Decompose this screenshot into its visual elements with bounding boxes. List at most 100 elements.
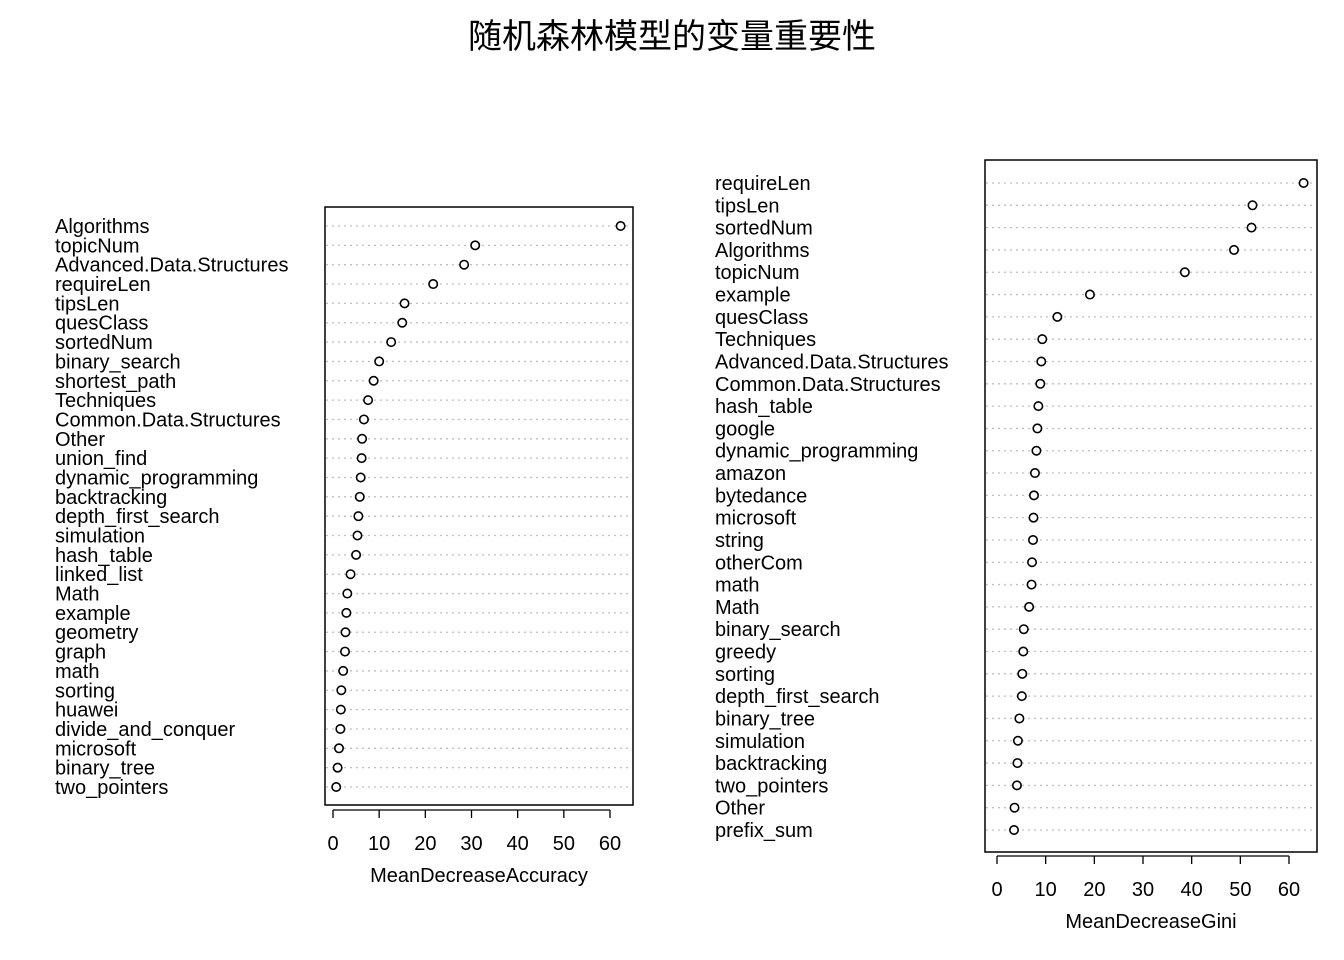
gini-variable-label: tipsLen — [715, 195, 780, 217]
acc-variable-label: Techniques — [55, 390, 156, 412]
acc-point — [340, 646, 351, 657]
acc-variable-label: geometry — [55, 622, 138, 644]
gini-variable-label: quesClass — [715, 307, 808, 329]
acc-point — [331, 781, 342, 792]
acc-point — [341, 607, 352, 618]
gini-variable-label: simulation — [715, 731, 805, 753]
acc-x-axis-title: MeanDecreaseAccuracy — [370, 865, 588, 887]
gini-tick-label: 0 — [991, 879, 1002, 901]
gini-variable-label: sorting — [715, 664, 775, 686]
acc-tick-label: 10 — [368, 833, 390, 855]
acc-point — [615, 221, 626, 232]
acc-point — [470, 240, 481, 251]
acc-variable-label: quesClass — [55, 313, 148, 335]
acc-variable-label: microsoft — [55, 738, 137, 760]
gini-variable-label: backtracking — [715, 753, 827, 775]
gini-point — [1052, 311, 1063, 322]
gini-variable-label: math — [715, 575, 759, 597]
gini-point — [1028, 490, 1039, 501]
gini-tick-label: 40 — [1181, 879, 1203, 901]
gini-variable-label: Techniques — [715, 329, 816, 351]
gini-variable-label: dynamic_programming — [715, 441, 918, 463]
gini-plot-frame — [984, 159, 1318, 853]
acc-point — [342, 588, 353, 599]
gini-variable-label: Algorithms — [715, 240, 809, 262]
acc-point — [336, 685, 347, 696]
acc-point — [354, 491, 365, 502]
acc-variable-label: Other — [55, 429, 105, 451]
gini-point — [1036, 356, 1047, 367]
acc-point — [335, 723, 346, 734]
acc-tick-label: 60 — [599, 833, 621, 855]
acc-tick-label: 30 — [460, 833, 482, 855]
gini-point — [1024, 601, 1035, 612]
gini-point — [1009, 802, 1020, 813]
gini-point — [1009, 824, 1020, 835]
accuracy-panel: AlgorithmstopicNumAdvanced.Data.Structur… — [55, 206, 634, 887]
gini-variable-label: binary_search — [715, 619, 841, 641]
gini-point — [1033, 401, 1044, 412]
gini-point — [1035, 378, 1046, 389]
gini-variable-label: depth_first_search — [715, 686, 880, 708]
gini-variable-label: requireLen — [715, 173, 811, 195]
gini-point — [1298, 178, 1309, 189]
acc-variable-label: shortest_path — [55, 371, 176, 393]
gini-variable-label: prefix_sum — [715, 820, 813, 842]
acc-point — [355, 472, 366, 483]
gini-variable-label: two_pointers — [715, 775, 828, 797]
acc-point — [335, 704, 346, 715]
acc-point — [332, 762, 343, 773]
acc-tick-label: 50 — [553, 833, 575, 855]
acc-plot-frame — [324, 206, 634, 806]
gini-variable-label: microsoft — [715, 508, 797, 530]
acc-point — [368, 375, 379, 386]
gini-variable-label: topicNum — [715, 262, 799, 284]
acc-point — [334, 743, 345, 754]
acc-variable-label: Math — [55, 584, 99, 606]
gini-point — [1179, 267, 1190, 278]
gini-panel: requireLentipsLensortedNumAlgorithmstopi… — [715, 159, 1318, 933]
acc-variable-label: binary_search — [55, 351, 181, 373]
acc-variable-label: example — [55, 603, 131, 625]
acc-point — [386, 337, 397, 348]
chart-title: 随机森林模型的变量重要性 — [468, 17, 876, 57]
acc-point — [357, 433, 368, 444]
acc-tick-label: 0 — [327, 833, 338, 855]
acc-point — [459, 259, 470, 270]
acc-variable-label: binary_tree — [55, 758, 155, 780]
gini-point — [1027, 557, 1038, 568]
acc-variable-label: simulation — [55, 526, 145, 548]
acc-point — [363, 395, 374, 406]
gini-variable-label: Common.Data.Structures — [715, 374, 941, 396]
acc-variable-label: huawei — [55, 700, 118, 722]
acc-point — [399, 298, 410, 309]
acc-variable-label: two_pointers — [55, 777, 168, 799]
gini-point — [1026, 579, 1037, 590]
acc-point — [340, 627, 351, 638]
gini-variable-label: example — [715, 285, 791, 307]
acc-point — [428, 279, 439, 290]
gini-point — [1229, 244, 1240, 255]
acc-point — [374, 356, 385, 367]
gini-variable-label: binary_tree — [715, 708, 815, 730]
gini-variable-label: Advanced.Data.Structures — [715, 351, 948, 373]
gini-point — [1029, 468, 1040, 479]
acc-point — [338, 665, 349, 676]
gini-point — [1011, 780, 1022, 791]
acc-variable-label: sorting — [55, 680, 115, 702]
acc-variable-label: tipsLen — [55, 293, 120, 315]
acc-variable-label: backtracking — [55, 487, 167, 509]
gini-variable-label: hash_table — [715, 396, 813, 418]
acc-variable-label: depth_first_search — [55, 506, 220, 528]
acc-tick-label: 20 — [414, 833, 436, 855]
gini-point — [1017, 668, 1028, 679]
acc-point — [358, 414, 369, 425]
gini-point — [1031, 445, 1042, 456]
acc-variable-label: Algorithms — [55, 216, 149, 238]
gini-tick-label: 60 — [1278, 879, 1300, 901]
acc-point — [351, 549, 362, 560]
gini-tick-label: 10 — [1035, 879, 1057, 901]
acc-tick-label: 40 — [507, 833, 529, 855]
acc-point — [353, 511, 364, 522]
